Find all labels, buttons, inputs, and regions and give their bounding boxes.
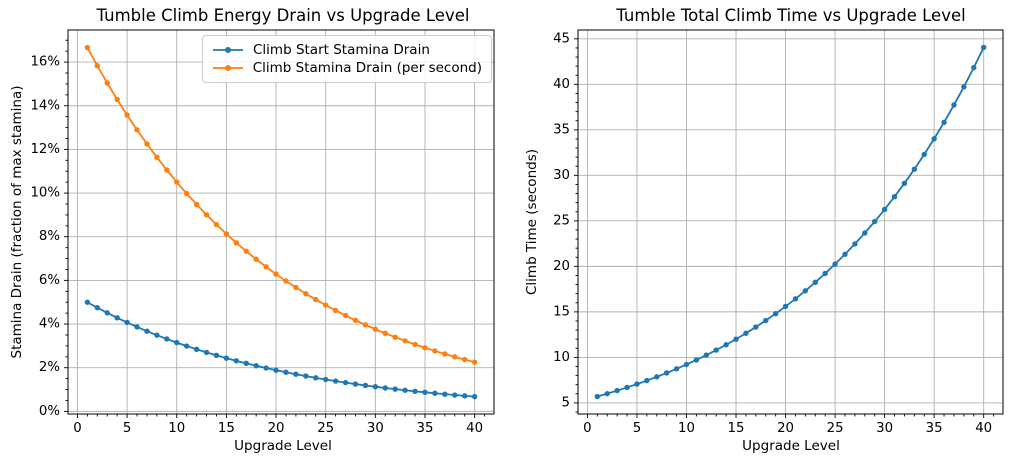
legend-line-marker-sample bbox=[213, 65, 243, 72]
svg-text:5: 5 bbox=[562, 395, 570, 410]
chart-0-series-1 bbox=[84, 44, 478, 365]
svg-text:5: 5 bbox=[123, 421, 131, 436]
svg-text:15: 15 bbox=[553, 304, 570, 319]
svg-text:25: 25 bbox=[317, 421, 334, 436]
legend-label-climb-start-drain: Climb Start Stamina Drain bbox=[253, 41, 430, 58]
svg-text:8%: 8% bbox=[39, 229, 60, 244]
legend-marker-orange bbox=[225, 65, 231, 72]
svg-text:45: 45 bbox=[553, 31, 570, 46]
right-chart-ylabel: Climb Time (seconds) bbox=[524, 149, 540, 295]
svg-text:0: 0 bbox=[583, 421, 591, 436]
chart-0-tick-labels: 0 5 10 15 20 25 30 35 40 0% 2% 4% 6% 8% 10% 12% 14% 16% bbox=[30, 55, 483, 436]
chart-1-series-0 bbox=[594, 44, 987, 400]
legend-box: Climb Start Stamina Drain Climb Stamina … bbox=[202, 35, 492, 83]
svg-text:15: 15 bbox=[728, 421, 745, 436]
svg-text:16%: 16% bbox=[30, 55, 60, 70]
svg-text:15: 15 bbox=[218, 421, 235, 436]
svg-text:40: 40 bbox=[975, 421, 992, 436]
svg-text:30: 30 bbox=[553, 168, 570, 183]
svg-text:40: 40 bbox=[553, 77, 570, 92]
svg-text:40: 40 bbox=[466, 421, 483, 436]
chart-0-spines bbox=[67, 29, 495, 415]
svg-text:0: 0 bbox=[73, 421, 81, 436]
legend-marker-blue bbox=[225, 46, 231, 53]
svg-text:2%: 2% bbox=[39, 360, 60, 375]
svg-text:35: 35 bbox=[553, 122, 570, 137]
legend-item-drain-per-second: Climb Stamina Drain (per second) bbox=[212, 60, 482, 76]
chart-0-ticks bbox=[64, 39, 486, 418]
chart-1-grid bbox=[578, 30, 1003, 414]
svg-text:6%: 6% bbox=[39, 273, 60, 288]
svg-text:35: 35 bbox=[417, 421, 434, 436]
svg-text:10: 10 bbox=[678, 421, 695, 436]
svg-text:10: 10 bbox=[168, 421, 185, 436]
chart-0-grid bbox=[68, 30, 494, 414]
left-chart-xlabel: Upgrade Level bbox=[234, 438, 332, 454]
chart-0-series-0 bbox=[84, 299, 478, 400]
svg-text:0%: 0% bbox=[39, 404, 60, 419]
svg-text:20: 20 bbox=[553, 259, 570, 274]
legend-label-drain-per-second: Climb Stamina Drain (per second) bbox=[252, 60, 482, 77]
right-chart-xlabel: Upgrade Level bbox=[742, 438, 840, 454]
svg-text:12%: 12% bbox=[30, 142, 60, 157]
legend-item-climb-start-drain: Climb Start Stamina Drain bbox=[212, 42, 482, 58]
svg-text:10%: 10% bbox=[30, 186, 60, 201]
legend-line-marker-sample bbox=[213, 46, 243, 53]
svg-text:20: 20 bbox=[777, 421, 794, 436]
svg-text:4%: 4% bbox=[39, 317, 60, 332]
svg-text:5: 5 bbox=[633, 421, 641, 436]
left-chart-title: Tumble Climb Energy Drain vs Upgrade Lev… bbox=[96, 6, 470, 25]
chart-1-spines bbox=[577, 29, 1004, 415]
left-chart-ylabel: Stamina Drain (fraction of max stamina) bbox=[9, 85, 25, 359]
svg-text:25: 25 bbox=[553, 213, 570, 228]
svg-text:30: 30 bbox=[367, 421, 384, 436]
svg-text:25: 25 bbox=[827, 421, 844, 436]
svg-text:35: 35 bbox=[926, 421, 943, 436]
svg-text:30: 30 bbox=[876, 421, 893, 436]
svg-text:20: 20 bbox=[268, 421, 285, 436]
chart-1-ticks bbox=[574, 38, 995, 418]
svg-text:10: 10 bbox=[553, 350, 570, 365]
svg-text:14%: 14% bbox=[30, 98, 60, 113]
chart-0: 0 5 10 15 20 25 30 35 40 0% 2% 4% 6% 8% 10% 12% 14% 16% bbox=[30, 29, 495, 436]
right-chart-title: Tumble Total Climb Time vs Upgrade Level bbox=[616, 6, 966, 25]
